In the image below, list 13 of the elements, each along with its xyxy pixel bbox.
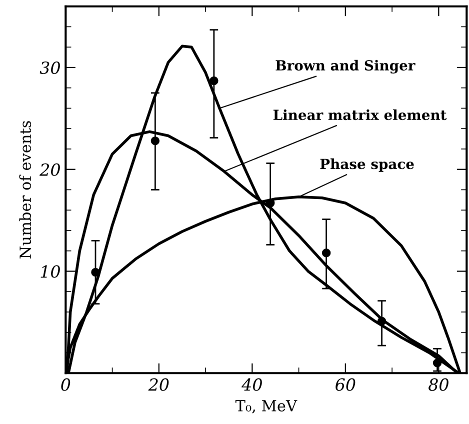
x-tick-label: 20: [148, 378, 169, 391]
x-tick-label: 80: [428, 378, 448, 391]
annotation: Phase space: [320, 158, 414, 172]
annotation: Linear matrix element: [273, 109, 447, 120]
x-tick-label: 0: [61, 378, 70, 391]
y-tick-label: 20: [40, 163, 60, 176]
x-tick-label: 60: [336, 378, 356, 391]
y-tick-label: 10: [40, 265, 60, 278]
annotation: Brown and Singer: [276, 60, 416, 74]
y-tick-label: 30: [40, 61, 60, 74]
y-axis-title: Number of events: [19, 121, 32, 258]
x-tick-label: 40: [242, 378, 262, 391]
x-axis-title: T₀, MeV: [235, 400, 298, 414]
